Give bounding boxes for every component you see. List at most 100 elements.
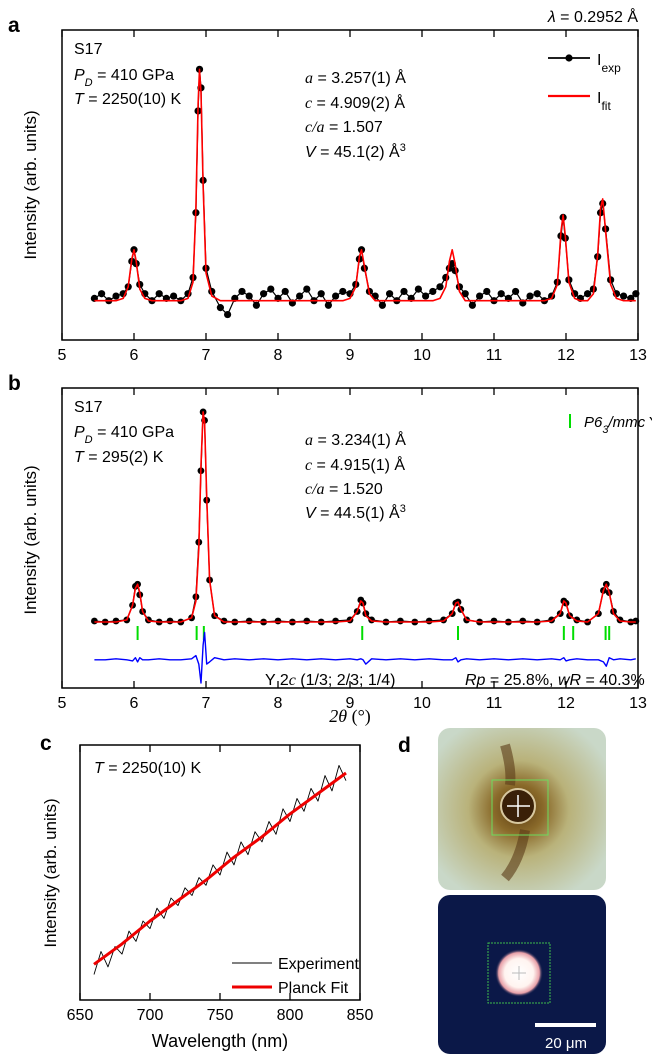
text-part: S17 [74,41,103,58]
text-part: Y 2 [265,672,289,689]
data-point [476,292,484,300]
x-tick-label: 12 [557,347,575,364]
x-tick-label: 8 [274,695,283,712]
text-part: 2θ [329,706,347,726]
y-axis-label: Intensity (arb. units) [41,798,60,947]
data-point [170,292,178,300]
data-point [497,290,505,298]
legend-text: exp [601,61,621,75]
text-part: V [305,505,317,522]
data-point [155,290,163,298]
text-part: YH [645,414,652,431]
data-point [112,292,120,300]
x-tick-label: 650 [67,1007,94,1024]
data-point [397,617,404,625]
data-point [332,292,340,300]
data-point [252,301,260,309]
annotation: V = 45.1(2) Å3 [305,142,406,161]
data-point [281,287,289,296]
text-part: = 1.520 [325,481,383,498]
text-part: 3 [400,503,406,515]
text-part: c [305,457,312,474]
series-line [93,764,347,975]
text-part: c [305,95,312,112]
text-part: P [74,67,85,84]
series-line [94,68,636,302]
legend-text: I [597,52,601,69]
text-part: a [305,70,313,87]
data-point [378,301,386,309]
data-point [490,617,498,625]
text-part: P [74,424,85,441]
data-point [620,292,628,300]
panel-label: b [8,372,21,395]
crosshair [512,966,526,980]
data-point [442,273,450,282]
data-point [425,617,433,625]
data-point [91,617,98,625]
annotation: a = 3.257(1) Å [305,68,406,87]
annotation: T = 295(2) K [74,449,164,466]
x-tick-label: 9 [346,695,355,712]
x-tick-label: 11 [486,347,503,364]
data-point [429,287,437,296]
legend-text: I [597,90,601,107]
data-point [386,290,394,298]
text-part: P [584,414,594,431]
data-point [260,290,268,298]
roi-box [487,942,551,1004]
data-point [533,290,541,298]
annotation: S17 [74,399,103,416]
data-point [422,292,430,300]
annotation: PD = 410 GPa [74,67,174,89]
text-part: = 4.915(1) Å [312,455,405,474]
text-part: = 295(2) K [84,449,164,466]
text-part: 3 [400,142,406,154]
data-point [296,292,304,300]
text-part: = 410 GPa [93,67,174,84]
data-point [483,287,491,296]
text-part: V [305,144,317,161]
x-tick-label: 800 [277,1007,304,1024]
x-tick-label: 7 [202,695,211,712]
y-axis-label: Intensity (arb. units) [21,110,40,259]
annotation: c/a = 1.520 [305,481,383,498]
text-part: = 44.5(1) Å [316,503,400,522]
data-point [632,617,640,625]
y-axis-label: Intensity (arb. units) [21,465,40,614]
x-tick-label: 850 [347,1007,374,1024]
text-part: T [94,760,105,777]
text-part: a [305,432,313,449]
annotation: V = 44.5(1) Å3 [305,503,406,522]
panel-label: a [8,14,20,37]
text-part: D [85,434,93,446]
annotation: PD = 410 GPa [74,424,174,446]
text-part: T [74,449,85,466]
text-part: 3 [602,424,609,436]
legend-label: Ifit [597,90,611,113]
text-part: = 0.2952 Å [556,7,639,26]
text-part: = 1.507 [325,119,383,136]
text-part: λ [547,9,556,26]
text-part: c/a [305,481,325,498]
x-axis-label: Wavelength (nm) [152,1031,288,1051]
text-part: Wavelength (nm) [152,1031,288,1051]
scale-bar-label: 20 μm [545,1035,587,1052]
text-part: = 45.1(2) Å [316,142,400,161]
annotation: T = 2250(10) K [74,91,182,108]
text-part: = 2250(10) K [84,91,182,108]
series-line [93,771,347,966]
roi-box [491,779,549,836]
x-tick-label: 10 [413,695,431,712]
x-tick-label: 12 [557,695,575,712]
legend-text: fit [601,99,611,113]
text-part: = 3.234(1) Å [313,430,406,449]
legend-label: Experiment [278,956,359,973]
data-point [332,617,339,625]
x-tick-label: 7 [202,347,211,364]
x-axis-label: 2θ (°) [329,706,371,727]
data-point [436,283,444,291]
data-point [303,617,311,625]
text-part: /mmc [607,414,645,431]
data-point [519,617,527,625]
